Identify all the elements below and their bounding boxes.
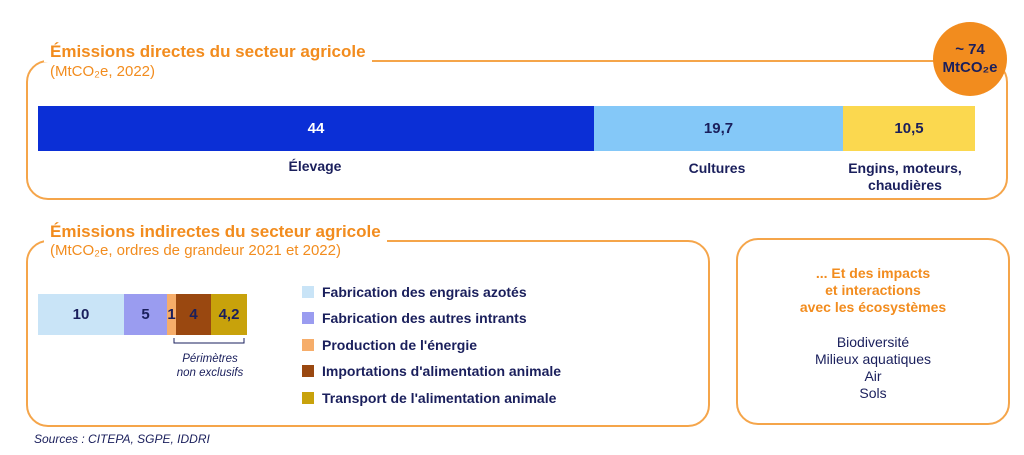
legend-swatch-importations: [302, 365, 314, 377]
sources-note: Sources : CITEPA, SGPE, IDDRI: [34, 432, 210, 446]
perimeter-bracket: [173, 338, 245, 344]
impact-item-milieux-aquatiques: Milieux aquatiques: [815, 351, 931, 367]
legend-swatch-transport: [302, 392, 314, 404]
badge-unit: MtCO₂e: [942, 59, 998, 76]
indirect-bar: 10 5 1 4 4,2: [38, 294, 247, 335]
indirect-bar-intrants: 5: [124, 294, 167, 335]
category-label-engins-line1: Engins, moteurs,: [848, 160, 962, 176]
indirect-bar-transport: 4,2: [211, 294, 247, 335]
badge-value: ~ 74: [955, 41, 985, 58]
impact-item-air: Air: [864, 368, 882, 384]
indirect-bar-engrais-label: 10: [72, 306, 90, 323]
indirect-bar-intrants-label: 5: [141, 306, 150, 323]
legend-item-intrants: Fabrication des autres intrants: [302, 309, 527, 327]
legend-item-engrais: Fabrication des engrais azotés: [302, 283, 527, 301]
perimeter-note-line2: non exclusifs: [176, 367, 244, 379]
indirect-bar-importations: 4: [176, 294, 211, 335]
impact-item-sols: Sols: [859, 385, 887, 401]
legend-item-transport: Transport de l'alimentation animale: [302, 389, 556, 407]
legend-swatch-intrants: [302, 312, 314, 324]
impacts-title-line1: ... Et des impacts: [815, 265, 931, 281]
legend-label-intrants: Fabrication des autres intrants: [322, 310, 527, 326]
impacts-title-line2: et interactions: [825, 282, 921, 298]
indirect-emissions-subtitle: (MtCO₂e, ordres de grandeur 2021 et 2022…: [44, 242, 347, 259]
impacts-title-line3: avec les écosystèmes: [799, 299, 947, 315]
direct-bar-engins-label: 10,5: [894, 120, 924, 137]
indirect-bar-engrais: 10: [38, 294, 124, 335]
direct-bar-elevage: 44: [38, 106, 594, 151]
impacts-frame: [736, 238, 1010, 425]
perimeter-note-line1: Périmètres: [182, 353, 238, 365]
direct-emissions-frame: [26, 60, 1008, 200]
category-label-cultures: Cultures: [688, 160, 746, 176]
direct-bar-cultures-label: 19,7: [703, 120, 734, 137]
impact-item-biodiversite: Biodiversité: [836, 334, 910, 350]
indirect-emissions-title: Émissions indirectes du secteur agricole: [44, 222, 387, 242]
direct-emissions-title: Émissions directes du secteur agricole: [44, 42, 372, 62]
direct-emissions-subtitle: (MtCO₂e, 2022): [44, 63, 162, 80]
legend-label-energie: Production de l'énergie: [322, 337, 478, 353]
indirect-bar-energie: 1: [167, 294, 176, 335]
direct-bar: 44 19,7 10,5: [38, 106, 975, 151]
category-label-engins: Engins, moteurs, chaudières: [826, 160, 984, 194]
legend-item-importations: Importations d'alimentation animale: [302, 362, 561, 380]
legend-label-engrais: Fabrication des engrais azotés: [322, 284, 527, 300]
indirect-bar-energie-label: 1: [167, 306, 176, 323]
indirect-bar-transport-label: 4,2: [218, 306, 240, 323]
legend-label-transport: Transport de l'alimentation animale: [322, 390, 557, 406]
direct-bar-elevage-label: 44: [307, 120, 325, 137]
impacts-title: ... Et des impacts et interactions avec …: [738, 265, 1008, 316]
category-label-engins-line2: chaudières: [868, 177, 942, 193]
legend-label-importations: Importations d'alimentation animale: [322, 363, 562, 379]
legend-swatch-energie: [302, 339, 314, 351]
total-emissions-badge: ~ 74 MtCO₂e: [933, 22, 1007, 96]
category-label-elevage: Élevage: [288, 158, 342, 174]
direct-bar-cultures: 19,7: [594, 106, 843, 151]
legend-item-energie: Production de l'énergie: [302, 336, 477, 354]
direct-bar-engins: 10,5: [843, 106, 975, 151]
legend-swatch-engrais: [302, 286, 314, 298]
perimeter-note: Périmètres non exclusifs: [160, 352, 260, 380]
indirect-bar-importations-label: 4: [189, 306, 198, 323]
